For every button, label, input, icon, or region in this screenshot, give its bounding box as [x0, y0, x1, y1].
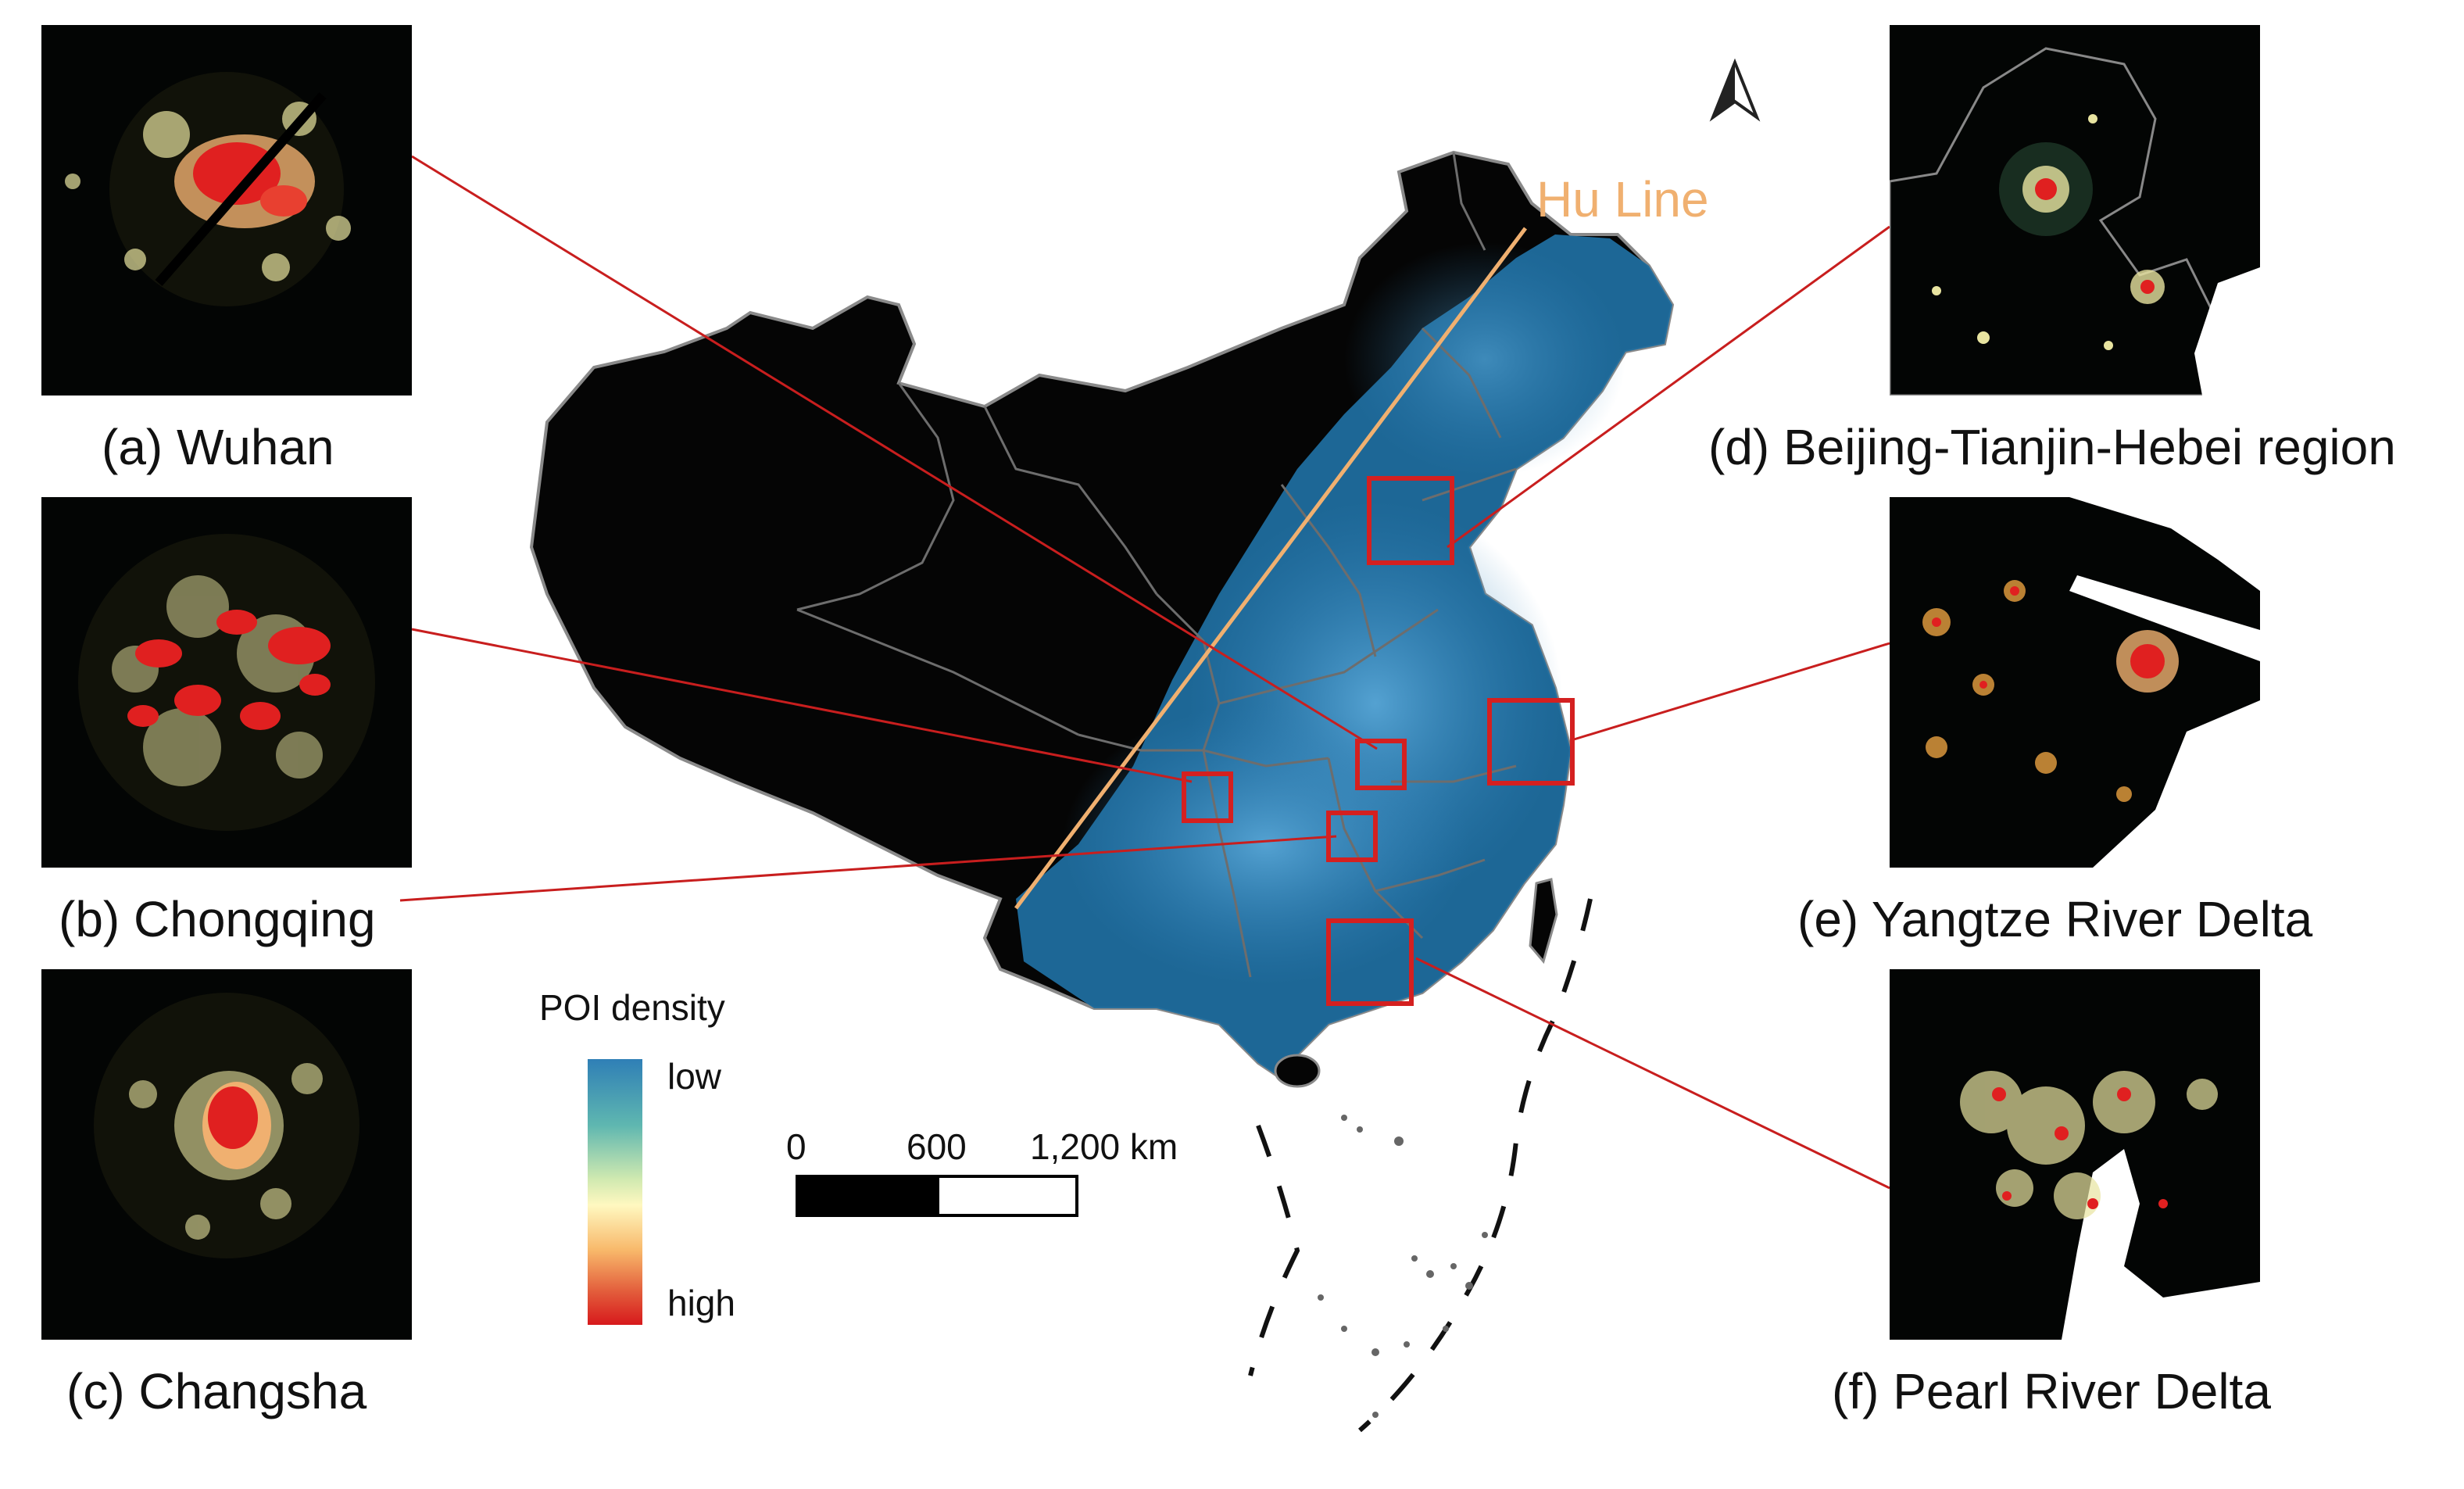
panel-yangtze: [1890, 497, 2260, 868]
panel-chongqing: [41, 497, 412, 868]
caption-beijing: (d) Beijing-Tianjin-Hebei region: [1708, 419, 2396, 475]
caption-changsha: (c) Changsha: [66, 1363, 367, 1419]
panel-beijing: [1890, 25, 2260, 396]
box-chongqing: [1182, 771, 1233, 823]
caption-pearl: (f) Pearl River Delta: [1832, 1363, 2271, 1419]
hu-line-label: Hu Line: [1536, 171, 1709, 227]
box-beijing: [1367, 476, 1454, 565]
leader-lines: [399, 155, 1890, 1190]
panel-changsha: [41, 969, 412, 1340]
box-changsha: [1326, 811, 1378, 862]
caption-chongqing: (b) Chongqing: [59, 891, 376, 947]
scale-tick-0: 0: [786, 1126, 806, 1167]
legend-title: POI density: [539, 987, 725, 1028]
legend-low-label: low: [667, 1056, 722, 1097]
caption-wuhan: (a) Wuhan: [102, 419, 334, 475]
box-wuhan: [1355, 739, 1407, 790]
province-boundaries: [796, 152, 1517, 978]
box-pearl: [1326, 918, 1414, 1006]
highlight-boxes: [1182, 476, 1575, 1006]
hu-line: [1014, 227, 1528, 910]
legend-high-label: high: [667, 1283, 735, 1323]
caption-yangtze: (e) Yangtze River Delta: [1797, 891, 2313, 947]
box-yangtze: [1487, 698, 1575, 786]
nine-dash-line: [1248, 898, 1593, 1433]
scale-tick-1200: 1,200 km: [1030, 1126, 1178, 1167]
north-arrow-icon: [1709, 58, 1761, 122]
panel-pearl: [1890, 969, 2260, 1340]
legend-ramp: [588, 1059, 642, 1325]
scale-bar: [796, 1175, 1078, 1217]
panel-wuhan: [41, 25, 412, 396]
scale-tick-600: 600: [907, 1126, 967, 1167]
